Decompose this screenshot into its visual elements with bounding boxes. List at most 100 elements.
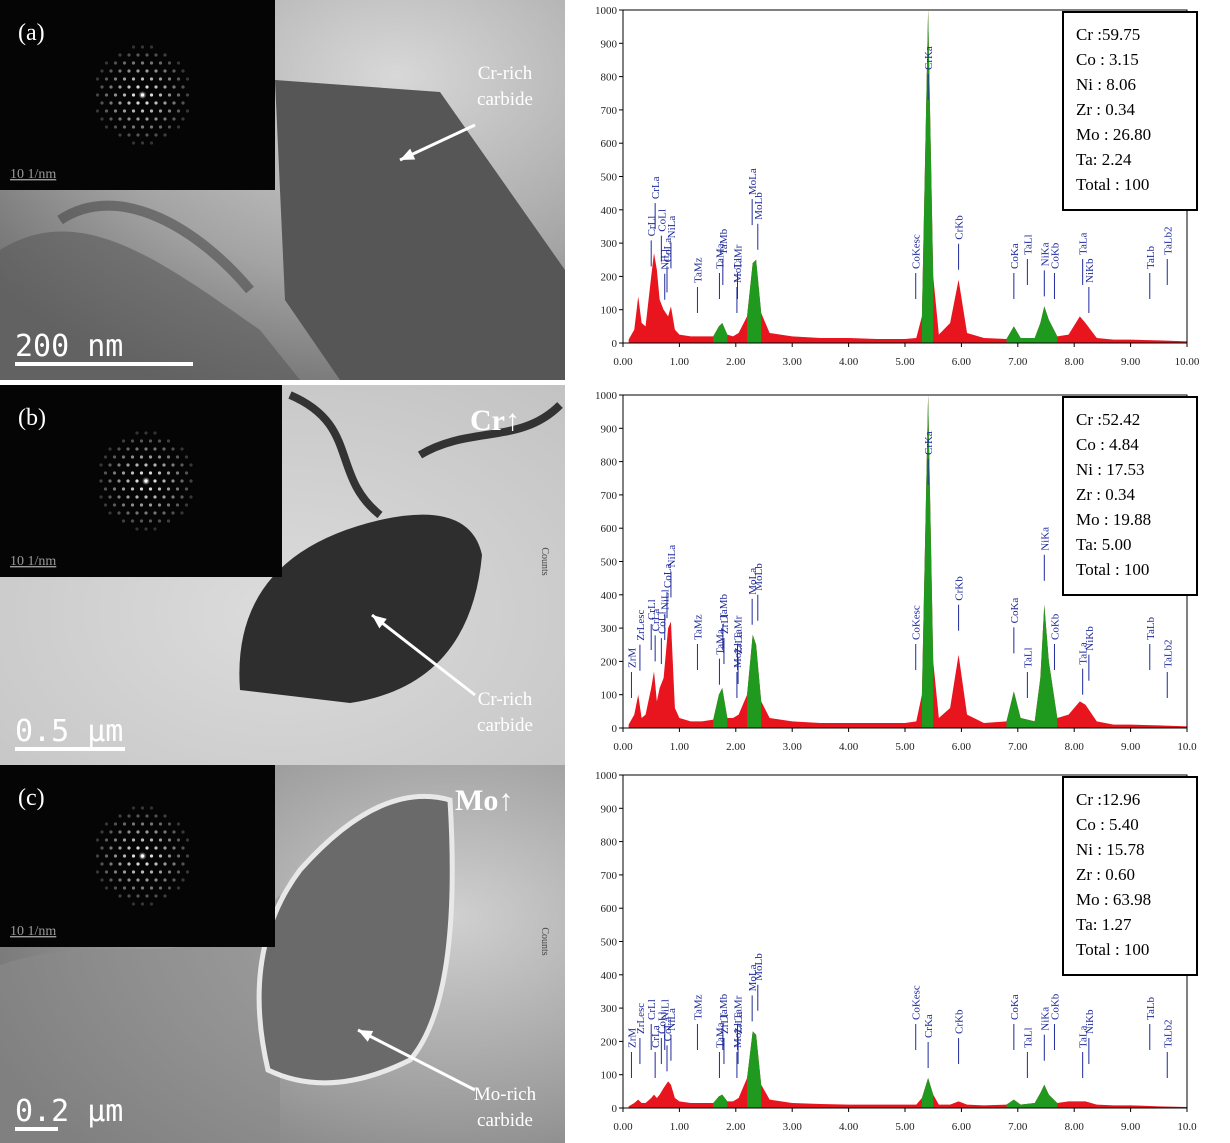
- diffraction-spot: [127, 862, 131, 866]
- y-tick-label: 400: [601, 205, 618, 217]
- diffraction-spot: [127, 85, 131, 89]
- diffraction-spot: [157, 487, 162, 491]
- scale-bar-label: 0.2 μm: [15, 1094, 123, 1129]
- diffraction-spot: [109, 85, 113, 89]
- diffraction-spot: [113, 93, 118, 97]
- diffraction-spot: [103, 487, 108, 491]
- diffraction-spot: [149, 806, 154, 810]
- y-tick-label: 900: [601, 38, 618, 50]
- diffraction-spot: [118, 53, 122, 57]
- diffraction-spot: [181, 846, 185, 850]
- diffraction-spot: [136, 101, 140, 105]
- peak-label: CoLl: [656, 1011, 668, 1034]
- x-tick-label: 6.00: [952, 356, 972, 368]
- carbide: [275, 80, 565, 380]
- diffraction-spot: [131, 77, 136, 81]
- diffraction-spot: [166, 471, 171, 475]
- diffraction-spot: [154, 878, 158, 882]
- diffraction-spot: [130, 439, 135, 443]
- diffraction-spot: [118, 101, 122, 105]
- diffraction-spot: [184, 455, 189, 459]
- scale-bar-label: 0.5 μm: [15, 714, 123, 749]
- diffraction-spot: [153, 447, 157, 451]
- diffraction-spot: [175, 487, 180, 491]
- arrow-head: [400, 148, 416, 160]
- peak-label: TaMa: [714, 243, 726, 269]
- diffraction-spot: [162, 511, 166, 515]
- diffraction-spot: [185, 77, 190, 81]
- panel-label: (c): [18, 785, 45, 811]
- diffraction-spot: [176, 838, 181, 842]
- diffraction-spot: [130, 487, 135, 491]
- diffraction-spot: [118, 814, 122, 818]
- y-tick-label: 300: [601, 1003, 618, 1015]
- arrow-head: [358, 1030, 374, 1042]
- y-tick-label: 500: [601, 937, 618, 949]
- diffraction-spot: [117, 511, 121, 515]
- diffraction-spot: [149, 61, 154, 65]
- diffraction-spot: [158, 61, 163, 65]
- peak-label: NiKb: [1084, 1009, 1096, 1034]
- diffraction-spot: [144, 527, 148, 531]
- diffraction-spot: [139, 471, 144, 475]
- diffraction-spot: [163, 133, 167, 137]
- spectrum-area: [1006, 306, 1058, 343]
- diffraction-spot: [162, 479, 166, 483]
- peak-label: ZrLa: [733, 632, 745, 654]
- composition-line: Cr :52.42: [1076, 410, 1140, 429]
- x-tick-label: 7.00: [1008, 741, 1028, 753]
- diffraction-spot: [145, 53, 149, 57]
- y-tick-label: 1000: [595, 390, 618, 402]
- diffraction-spot: [130, 503, 135, 507]
- composition-line: Ni : 17.53: [1076, 460, 1144, 479]
- diffraction-spot: [176, 93, 181, 97]
- diffraction-spot: [149, 141, 154, 145]
- spectrum-area: [747, 634, 762, 728]
- y-axis-label: Counts: [539, 927, 550, 955]
- y-tick-label: 300: [601, 238, 618, 250]
- diffraction-spot: [144, 431, 148, 435]
- diffraction-spot: [163, 85, 167, 89]
- diffraction-spot: [99, 479, 103, 483]
- peak-label: CoKesc: [911, 605, 923, 640]
- diffraction-spot: [118, 862, 122, 866]
- y-tick-label: 200: [601, 271, 618, 283]
- diffraction-spot: [127, 814, 131, 818]
- y-tick-label: 800: [601, 72, 618, 84]
- diffraction-spot: [166, 487, 171, 491]
- diffraction-spot: [189, 495, 193, 499]
- diffraction-spot: [136, 830, 140, 834]
- composition-line: Mo : 63.98: [1076, 890, 1151, 909]
- peak-label: TaLl: [1022, 1027, 1034, 1048]
- x-tick-label: 9.00: [1121, 356, 1141, 368]
- diffraction-spot: [171, 463, 175, 467]
- diffraction-spot: [184, 487, 189, 491]
- diffraction-spot: [95, 870, 100, 874]
- diffraction-spot: [139, 487, 144, 491]
- diffraction-spot: [149, 45, 154, 49]
- composition-box: [1062, 396, 1198, 596]
- diffraction-spot: [157, 503, 162, 507]
- diffraction-spot: [131, 822, 136, 826]
- diffraction-spot: [118, 846, 122, 850]
- diffraction-spot: [140, 141, 145, 145]
- peak-label: TaLa: [1078, 232, 1090, 255]
- y-tick-label: 100: [601, 305, 618, 317]
- y-tick-label: 1000: [595, 5, 618, 17]
- y-tick-label: 700: [601, 490, 618, 502]
- diffraction-spot: [163, 862, 167, 866]
- diffraction-spot: [127, 101, 131, 105]
- diffraction-spot: [109, 846, 113, 850]
- diffraction-spot: [176, 870, 181, 874]
- diffraction-spot: [108, 495, 112, 499]
- x-tick-label: 8.00: [1065, 1121, 1085, 1133]
- diffraction-spot: [95, 109, 100, 113]
- diffraction-spot: [153, 527, 157, 531]
- diffraction-spot: [167, 822, 172, 826]
- peak-label: NiLl: [660, 999, 672, 1020]
- diffraction-spot: [108, 479, 112, 483]
- diffraction-spot: [118, 117, 122, 121]
- x-tick-label: 2.00: [726, 356, 746, 368]
- diffraction-spot: [122, 61, 127, 65]
- peak-label: CrLa: [650, 609, 662, 632]
